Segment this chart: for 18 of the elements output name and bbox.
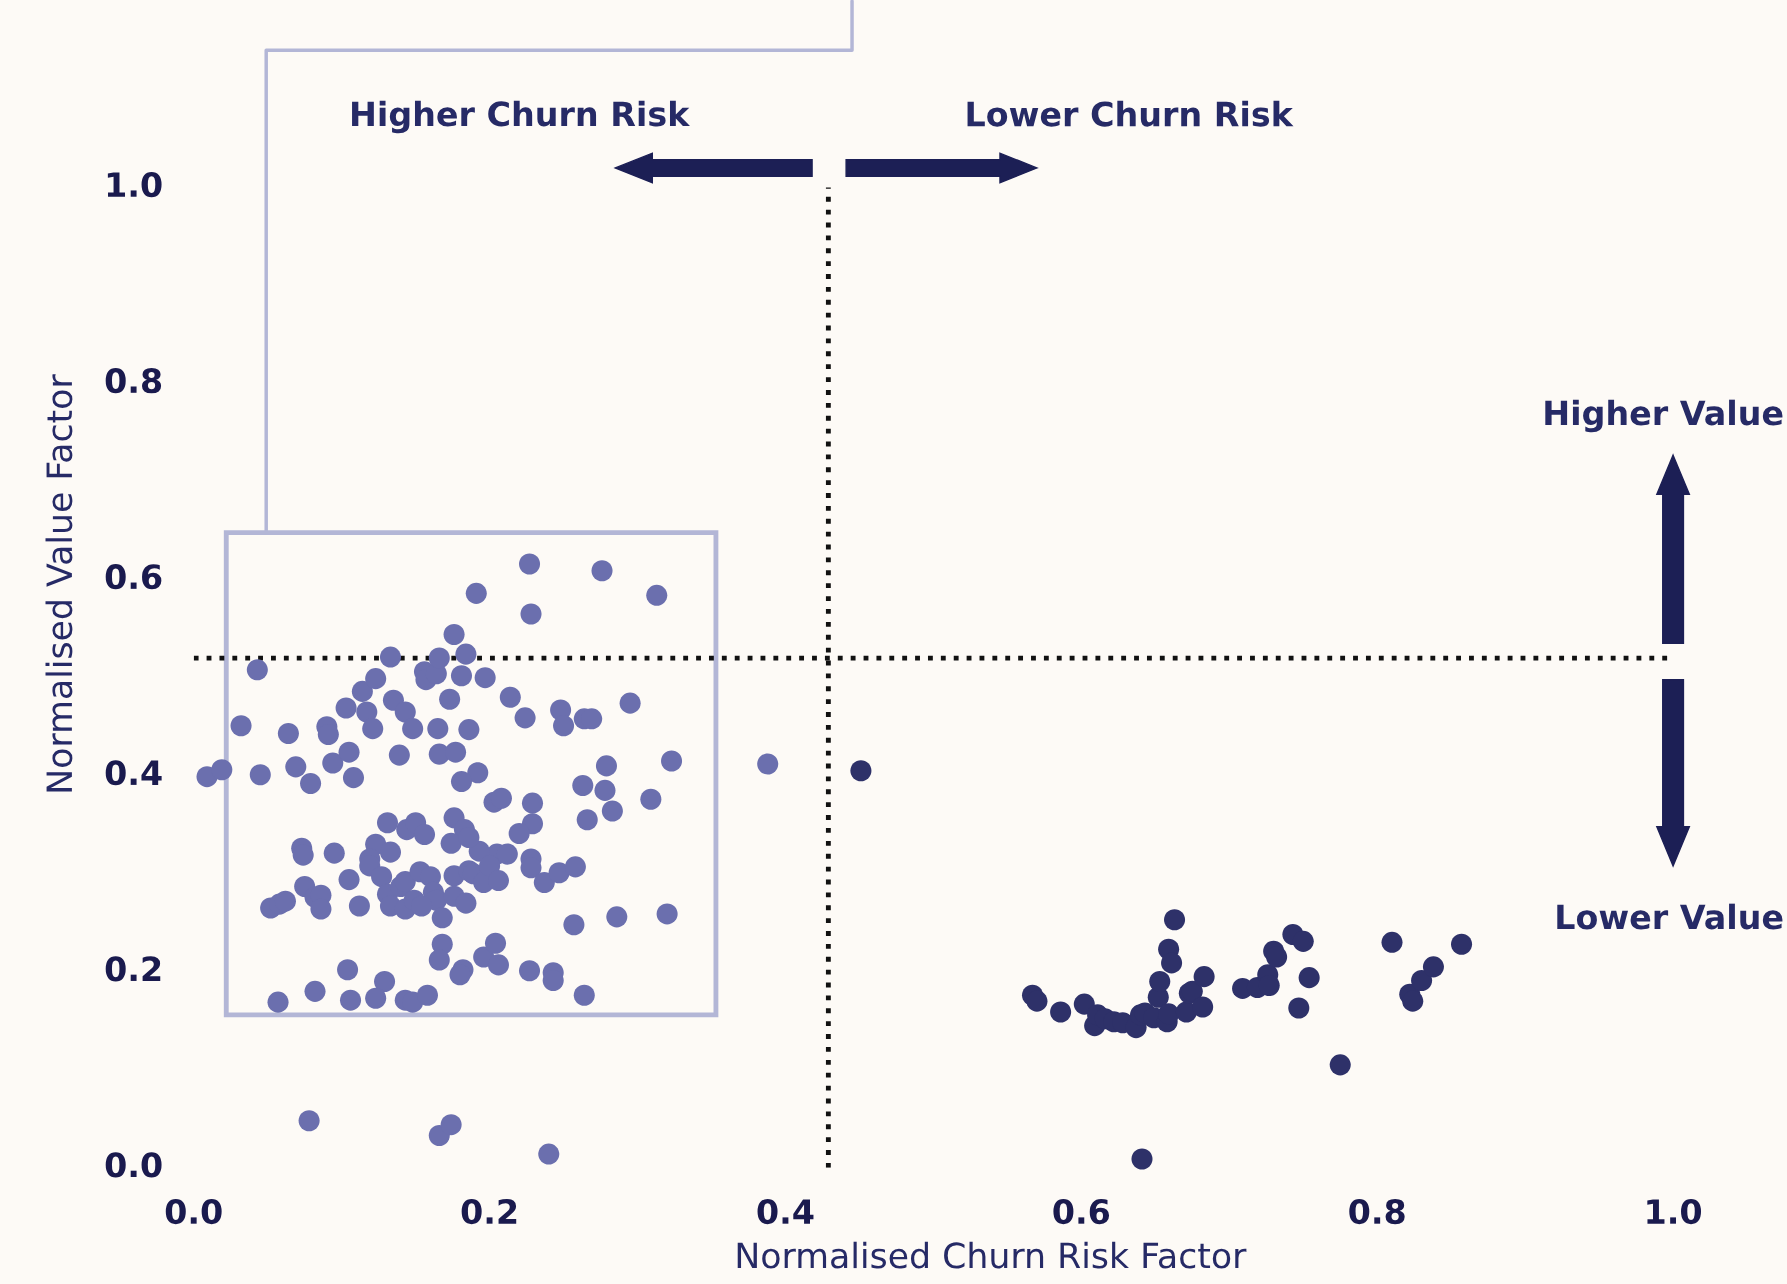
annotation: Higher Value: [1545, 399, 1783, 433]
x-tick-label: 0.0: [165, 1198, 222, 1225]
annotation: Lower Churn Risk: [967, 100, 1294, 127]
y-tick-label: 0.0: [105, 1152, 162, 1178]
y-tick-label: 0.6: [105, 564, 162, 590]
y-tick-label: 0.8: [105, 368, 162, 394]
x-tick-label: 0.6: [1053, 1198, 1110, 1225]
x-tick-label: 0.4: [757, 1198, 814, 1225]
y-axis-title: Normalised Value Factor: [45, 374, 73, 792]
x-axis-title: Normalised Churn Risk Factor: [737, 1241, 1247, 1269]
y-tick-label: 1.0: [107, 171, 162, 198]
annotation: Lower Value: [1557, 903, 1783, 930]
x-tick-label: 1.0: [1647, 1198, 1702, 1225]
y-tick-label: 0.4: [105, 760, 162, 786]
x-tick-label: 0.8: [1349, 1198, 1405, 1225]
annotation: Higher Churn Risk: [352, 100, 690, 134]
y-tick-label: 0.2: [105, 956, 161, 982]
x-tick-label: 0.2: [461, 1198, 517, 1225]
